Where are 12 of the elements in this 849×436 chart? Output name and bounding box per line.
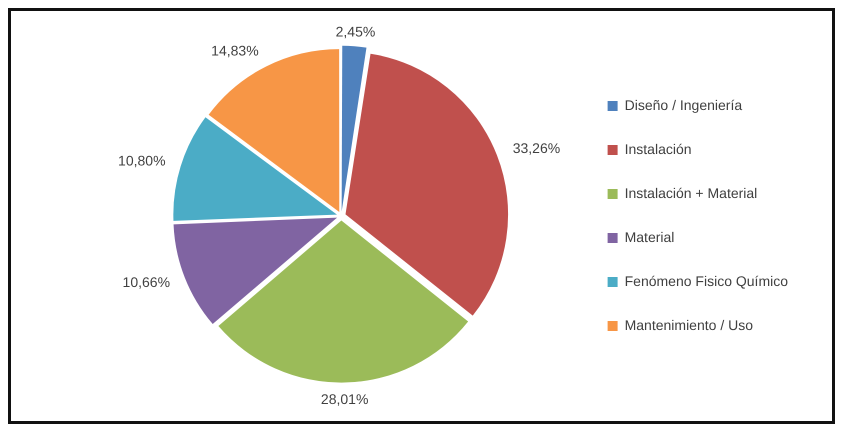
legend-label: Mantenimiento / Uso: [624, 316, 754, 333]
legend-label: Instalación: [624, 140, 692, 157]
legend-label: Material: [624, 228, 674, 245]
data-label: 10,80%: [118, 152, 166, 169]
legend-label: Diseño / Ingeniería: [624, 96, 742, 113]
data-label: 33,26%: [512, 140, 560, 156]
data-label: 2,45%: [336, 23, 376, 40]
legend-label: Fenómeno Fisico Químico: [624, 272, 788, 289]
data-label: 10,66%: [122, 274, 170, 290]
data-label: 28,01%: [320, 390, 368, 407]
data-label: 14,83%: [211, 42, 259, 58]
legend-label: Instalación + Material: [624, 184, 758, 201]
